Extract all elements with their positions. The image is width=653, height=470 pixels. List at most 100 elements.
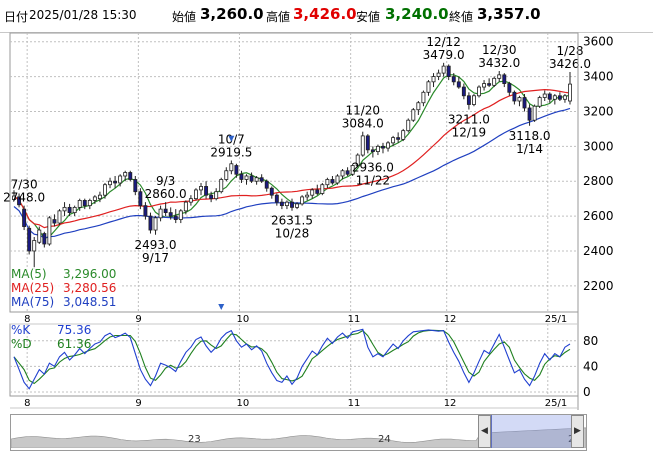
candle-body [279, 201, 284, 207]
stoch-legend-row: %K 75.36 [11, 323, 91, 337]
ma-legend-row: MA(25) 3,280.56 [11, 281, 121, 295]
candle-body [163, 208, 168, 214]
candle-body [118, 175, 123, 184]
candle-body [391, 137, 396, 144]
month-label: 25/1 [545, 314, 567, 325]
annotation-date: 12/12 [426, 35, 461, 49]
candle-body [446, 65, 451, 77]
annotation-date: 11/22 [356, 174, 391, 188]
candle-body [92, 196, 97, 201]
candle-body [12, 195, 16, 200]
open-value: 3,260.0 [200, 5, 264, 23]
candle-body [512, 91, 517, 102]
candle-body [350, 165, 355, 175]
stoch-legend-row: %D 61.36 [11, 337, 91, 351]
candle-body [264, 180, 269, 189]
candle-body [497, 74, 502, 79]
candle-body [52, 219, 57, 224]
candle-body [22, 208, 27, 227]
month-label: 11 [348, 398, 361, 409]
candle-body [87, 199, 92, 207]
candle-body [472, 95, 476, 105]
annotation-price: 3426.0 [549, 57, 591, 71]
candle-body [219, 179, 224, 193]
ma-legend-row: MA(75) 3,048.51 [11, 295, 121, 309]
candle-body [305, 194, 310, 198]
candle-body [229, 163, 234, 172]
stochastic-panel[interactable] [9, 323, 579, 397]
month-label: 25/1 [545, 398, 567, 409]
scroll-label-23: 23 [188, 434, 201, 445]
annotation-date: 1/14 [516, 142, 543, 156]
candle-body [148, 215, 153, 231]
low-label: 安値 [356, 10, 381, 24]
annotation-date: 12/30 [482, 43, 517, 57]
candle-body [370, 149, 375, 152]
event-marker-icon [218, 304, 225, 310]
scroll-right-button[interactable]: ▶ [571, 415, 584, 448]
candle-body [158, 208, 163, 219]
candle-body [128, 172, 133, 180]
price-panel[interactable]: 7/302748.09/32860.02493.09/1710/72919.52… [3, 32, 591, 313]
candle-body [17, 196, 22, 206]
candle-body [143, 205, 148, 217]
event-marker-icon [228, 135, 235, 142]
candle-body [209, 194, 214, 200]
candle-body [411, 109, 416, 121]
month-label: 10 [236, 314, 249, 325]
ma-legend-label: MA(5) [11, 267, 47, 281]
ma25-line [13, 88, 571, 229]
candle-body [355, 154, 360, 166]
candle-body [522, 97, 527, 109]
price-tick-label: 2600 [583, 209, 614, 223]
candle-body [492, 77, 497, 86]
candle-body [108, 180, 112, 186]
candle-body [259, 177, 264, 182]
candle-body [300, 196, 305, 205]
annotation-date: 12/19 [452, 126, 487, 140]
scroll-thumb[interactable] [491, 415, 582, 448]
month-label: 9 [135, 314, 141, 325]
candle-body [239, 173, 244, 180]
price-header: 日付 2025/01/28 15:30 始値 3,260.0 高値 3,426.… [0, 0, 653, 33]
scroll-left-button[interactable]: ◀ [478, 415, 491, 448]
chart-axes: 3600 3400 3200 3000 2800 2600 2400 2200 80 40 0 8 8 9… [10, 33, 614, 410]
candle-body [527, 107, 532, 121]
candle-body [406, 119, 411, 132]
price-tick-label: 2800 [583, 174, 614, 188]
candle-body [173, 215, 178, 220]
candle-body [123, 172, 128, 177]
candle-body [274, 194, 279, 203]
annotation-price: 2919.5 [210, 145, 252, 159]
range-scrollbar[interactable]: 23 24 2 ◀ ▶ [10, 414, 587, 451]
candle-body [441, 65, 446, 74]
candle-body [482, 83, 487, 88]
candle-body [249, 175, 254, 182]
annotation-price: 2748.0 [3, 191, 45, 205]
candle-body [72, 206, 77, 214]
price-tick-label: 2400 [583, 244, 614, 258]
candle-body [103, 184, 107, 196]
candle-body [214, 191, 219, 200]
candle-body [47, 217, 52, 245]
candle-body [436, 72, 441, 77]
stoch-legend-label: %K [11, 323, 31, 337]
candle-body [426, 81, 431, 93]
candle-body [133, 179, 138, 193]
candle-body [82, 199, 87, 207]
candle-body [517, 97, 522, 102]
month-label: 9 [135, 398, 141, 409]
candle-body [477, 86, 481, 97]
candle-body [345, 170, 350, 175]
stoch-legend-value: 61.36 [57, 337, 92, 351]
candle-body [456, 81, 461, 88]
candle-body [386, 142, 390, 149]
annotation-date: 9/3 [156, 174, 175, 188]
month-label: 10 [236, 398, 249, 409]
candle-body [360, 135, 365, 156]
month-label: 12 [444, 314, 457, 325]
candle-body [194, 189, 198, 200]
open-label: 始値 [172, 10, 197, 24]
candle-body [325, 179, 330, 186]
